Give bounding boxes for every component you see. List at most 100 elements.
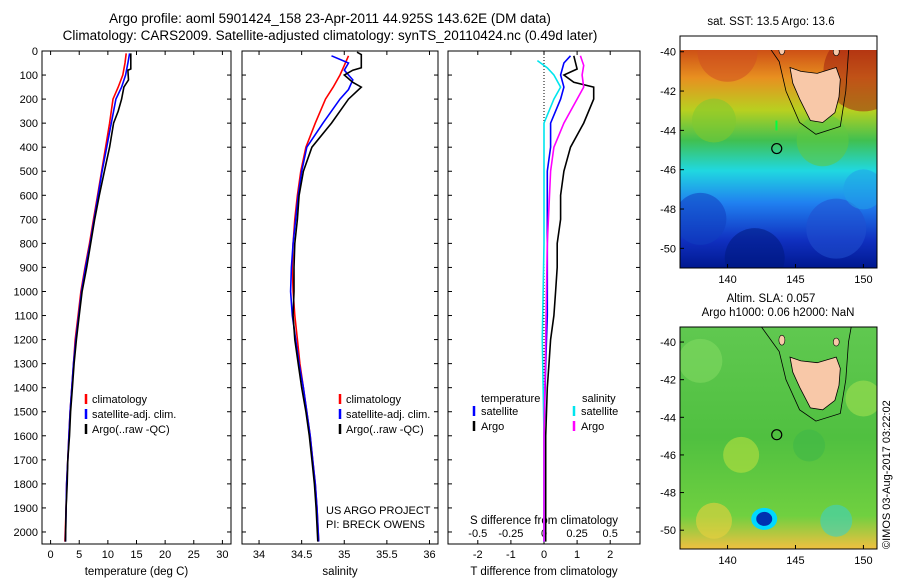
- y-tick-label: 0: [32, 46, 38, 58]
- panel-frame: [241, 50, 439, 545]
- y-tick-label: 500: [20, 166, 38, 178]
- island: [832, 50, 840, 57]
- y-tick-label: 1600: [14, 431, 38, 443]
- y-tick-label: 1300: [14, 359, 38, 371]
- map-panel-1: -40 -42 -44 -46 -48 -50 140 145 150 sat. SST: 13.…: [660, 16, 878, 286]
- imos-stamp: ©IMOS 03-Aug-2017 03:22:02: [881, 400, 893, 549]
- sla-blob: [723, 436, 760, 473]
- legend-label: satellite: [481, 406, 518, 418]
- top-tick-label: 0.5: [603, 528, 618, 540]
- top-tick-label: 0.25: [566, 528, 587, 540]
- map-y-tick-label: -44: [660, 125, 676, 137]
- top-tick-label: -0.25: [498, 528, 523, 540]
- x-tick-label: 35: [338, 549, 350, 561]
- x-tick-label: -1: [506, 549, 516, 561]
- y-tick-label: 400: [20, 142, 38, 154]
- tasmania-land: [789, 66, 841, 123]
- x-tick-label: 1: [574, 549, 580, 561]
- map-y-tick-label: -48: [660, 488, 676, 500]
- sst-blob: [697, 50, 758, 82]
- tasmania-land: [789, 356, 841, 411]
- x-tick-label: 34: [253, 549, 265, 561]
- legend-header: temperature: [481, 393, 540, 405]
- legend-label: Argo(..raw -QC): [92, 424, 170, 436]
- y-tick-label: 1200: [14, 335, 38, 347]
- panel-frame: [41, 50, 232, 545]
- x-axis-label: T difference from climatology: [470, 566, 617, 578]
- x-tick-label: 10: [102, 549, 114, 561]
- map-y-tick-label: -42: [660, 86, 676, 98]
- y-tick-label: 800: [20, 238, 38, 250]
- y-tick-label: 1100: [14, 311, 38, 323]
- y-tick-label: 600: [20, 190, 38, 202]
- x-axis-label: salinity: [322, 566, 357, 578]
- legend-label: Argo: [581, 421, 604, 433]
- map-panel-2: -40 -42 -44 -46 -48 -50 140 145 150 Altim. SLA: 0…: [660, 293, 878, 567]
- profile-panel-2: 34 34.5 35 35.5 36 salinity climatology satelli…: [241, 50, 439, 578]
- sla-blob: [680, 338, 723, 383]
- x-tick-label: 0: [48, 549, 54, 561]
- sst-blob: [806, 198, 867, 259]
- y-tick-label: 700: [20, 214, 38, 226]
- map-x-tick-label: 145: [786, 274, 804, 286]
- sst-blob: [691, 98, 736, 143]
- title-line-2: Climatology: CARS2009. Satellite-adjuste…: [62, 28, 598, 43]
- y-tick-label: 1000: [14, 286, 38, 298]
- map-x-tick-label: 140: [718, 274, 736, 286]
- legend-label: climatology: [92, 394, 148, 406]
- sst-blob: [796, 114, 849, 167]
- map-title: Altim. SLA: 0.057: [727, 293, 816, 305]
- map-x-tick-label: 150: [854, 555, 872, 567]
- series-line-3: [536, 59, 562, 542]
- map-frame: [679, 35, 878, 269]
- y-tick-label: 900: [20, 262, 38, 274]
- map-x-tick-label: 140: [718, 555, 736, 567]
- legend-label: satellite-adj. clim.: [346, 409, 430, 421]
- credit-project: US ARGO PROJECT: [326, 505, 431, 517]
- map-y-tick-label: -46: [660, 165, 676, 177]
- x-tick-label: 2: [607, 549, 613, 561]
- legend-header: salinity: [582, 393, 616, 405]
- map-y-tick-label: -48: [660, 204, 676, 216]
- y-tick-label: 2000: [14, 527, 38, 539]
- series-line-2: [289, 55, 354, 542]
- map-y-tick-label: -46: [660, 450, 676, 462]
- series-line-2: [544, 55, 595, 542]
- map-frame: [679, 326, 878, 550]
- x-tick-label: 25: [188, 549, 200, 561]
- x-tick-label: 15: [130, 549, 142, 561]
- profile-panel-1: 0100200300400500600700800900100011001200…: [14, 46, 232, 578]
- x-axis-label: temperature (deg C): [85, 566, 189, 578]
- legend-label: satellite: [581, 406, 618, 418]
- title-line-1: Argo profile: aoml 5901424_158 23-Apr-20…: [109, 11, 551, 26]
- credit-pi: PI: BRECK OWENS: [326, 519, 426, 531]
- bathymetry-contour: [761, 327, 852, 422]
- y-tick-label: 1500: [14, 407, 38, 419]
- float-position: [771, 429, 783, 441]
- map-y-tick-label: -44: [660, 412, 676, 424]
- sla-blob: [845, 380, 877, 417]
- x-tick-label: 34.5: [291, 549, 312, 561]
- x-tick-label: -2: [473, 549, 483, 561]
- y-tick-label: 1700: [14, 455, 38, 467]
- series-line-3: [292, 51, 363, 542]
- island: [832, 337, 840, 347]
- y-tick-label: 100: [20, 70, 38, 82]
- series-line-3: [64, 53, 132, 542]
- x-tick-label: 20: [159, 549, 171, 561]
- island: [778, 334, 786, 346]
- profile-panel-3: -2 -1 0 1 2 T difference from climatology -0.5…: [447, 50, 641, 578]
- map-x-tick-label: 150: [854, 274, 872, 286]
- y-tick-label: 200: [20, 94, 38, 106]
- sst-blob: [843, 169, 877, 210]
- sla-blob: [695, 502, 732, 539]
- sst-blob: [724, 228, 785, 268]
- legend-label: climatology: [346, 394, 402, 406]
- y-tick-label: 1800: [14, 479, 38, 491]
- sla-blob: [793, 429, 826, 462]
- map-y-tick-label: -40: [660, 47, 676, 59]
- x-tick-label: 0: [541, 549, 547, 561]
- island: [778, 50, 786, 56]
- y-tick-label: 1900: [14, 503, 38, 515]
